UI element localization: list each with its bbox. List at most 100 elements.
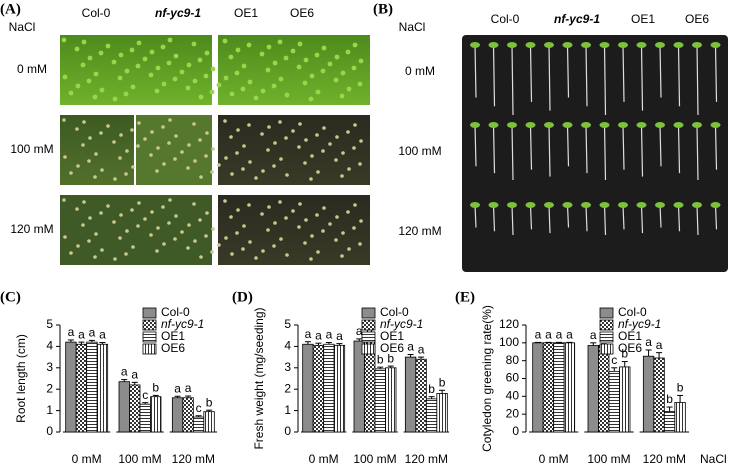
seedling bbox=[315, 133, 319, 137]
seedling bbox=[296, 64, 302, 70]
seedling bbox=[155, 249, 159, 253]
cotyledon bbox=[525, 202, 536, 208]
seedling bbox=[69, 171, 73, 175]
seedling bbox=[284, 216, 288, 220]
panel-label: (A) bbox=[0, 1, 21, 17]
cotyledon bbox=[655, 42, 665, 48]
seedling bbox=[321, 45, 327, 51]
seedling bbox=[113, 177, 117, 181]
root bbox=[677, 44, 681, 107]
seedling bbox=[283, 55, 289, 61]
root bbox=[696, 44, 699, 116]
seedling bbox=[111, 59, 117, 65]
seedling bbox=[119, 133, 123, 137]
seedling bbox=[358, 58, 364, 64]
seedling bbox=[210, 170, 214, 174]
seedling bbox=[222, 38, 228, 44]
y-axis-title: Fresh weight (mg/seeding) bbox=[252, 307, 266, 449]
seedling bbox=[209, 89, 215, 95]
bar bbox=[182, 397, 194, 433]
seedling bbox=[150, 130, 154, 134]
seedling bbox=[162, 162, 166, 166]
seedling bbox=[260, 88, 266, 94]
root bbox=[677, 124, 681, 174]
bar bbox=[353, 340, 365, 433]
seedling bbox=[112, 96, 118, 102]
cotyledon bbox=[692, 122, 702, 128]
seedling bbox=[118, 52, 124, 58]
error-bar bbox=[336, 343, 343, 346]
x-tick-label: 120 mM bbox=[172, 452, 215, 466]
x-tick-label: 0 mM bbox=[72, 452, 102, 466]
seedling bbox=[150, 210, 154, 214]
seedling bbox=[230, 252, 234, 256]
bar bbox=[642, 355, 655, 433]
significance-letter: a bbox=[535, 328, 542, 342]
bar bbox=[65, 341, 77, 433]
seedling bbox=[229, 91, 235, 97]
cotyledon bbox=[544, 202, 554, 208]
bar bbox=[385, 367, 397, 433]
seedling bbox=[234, 70, 240, 76]
seedling bbox=[63, 155, 67, 159]
seedling bbox=[357, 81, 363, 87]
legend-label: OE1 bbox=[618, 329, 642, 343]
seedling bbox=[304, 218, 308, 222]
seedling bbox=[359, 139, 363, 143]
legend-label: OE1 bbox=[380, 329, 404, 343]
significance-letter: a bbox=[356, 324, 363, 338]
bar bbox=[608, 370, 620, 433]
y-axis-title: Root length (cm) bbox=[14, 334, 28, 423]
significance-letter: a bbox=[68, 325, 75, 339]
seedling bbox=[314, 52, 320, 58]
seedling bbox=[154, 88, 160, 94]
root bbox=[566, 44, 570, 98]
error-bar bbox=[428, 396, 435, 399]
cotyledon bbox=[692, 42, 702, 48]
significance-letter: b bbox=[206, 395, 213, 409]
seedling bbox=[284, 92, 290, 98]
seedling bbox=[253, 95, 259, 101]
x-tick-label: 100 mM bbox=[353, 452, 396, 466]
error-bar bbox=[407, 354, 414, 358]
seedling bbox=[75, 207, 79, 211]
seedling bbox=[346, 210, 350, 214]
row-title: NaCl bbox=[399, 20, 426, 34]
seedling bbox=[149, 233, 153, 237]
seedling bbox=[148, 72, 154, 78]
root bbox=[640, 204, 644, 234]
root bbox=[492, 124, 496, 174]
cotyledon bbox=[599, 202, 610, 208]
seedling bbox=[137, 201, 141, 205]
seedling bbox=[277, 39, 283, 45]
root bbox=[585, 204, 588, 232]
bar bbox=[415, 358, 427, 433]
seedling bbox=[248, 240, 252, 244]
legend-swatch bbox=[361, 319, 376, 331]
seedling bbox=[341, 231, 345, 235]
y-tick-label: 3 bbox=[46, 360, 53, 374]
tray bbox=[136, 115, 212, 185]
seedling bbox=[302, 80, 308, 86]
significance-letter: c bbox=[142, 388, 148, 402]
seedling bbox=[279, 237, 283, 241]
cotyledon bbox=[507, 202, 517, 208]
seedling bbox=[267, 125, 271, 129]
seedling bbox=[229, 215, 233, 219]
cotyledon bbox=[507, 122, 517, 128]
significance-letter: a bbox=[78, 327, 85, 341]
seedling bbox=[261, 169, 265, 173]
root bbox=[659, 44, 662, 98]
seedling bbox=[259, 51, 265, 57]
seedling bbox=[204, 154, 208, 158]
seedling bbox=[136, 40, 142, 46]
seedling bbox=[341, 151, 345, 155]
legend-label: Col-0 bbox=[161, 305, 190, 319]
root bbox=[566, 204, 570, 228]
legend-swatch bbox=[599, 331, 614, 343]
seedling bbox=[320, 68, 326, 74]
bar bbox=[96, 343, 109, 433]
bar bbox=[171, 397, 184, 433]
significance-letter: a bbox=[418, 342, 425, 356]
